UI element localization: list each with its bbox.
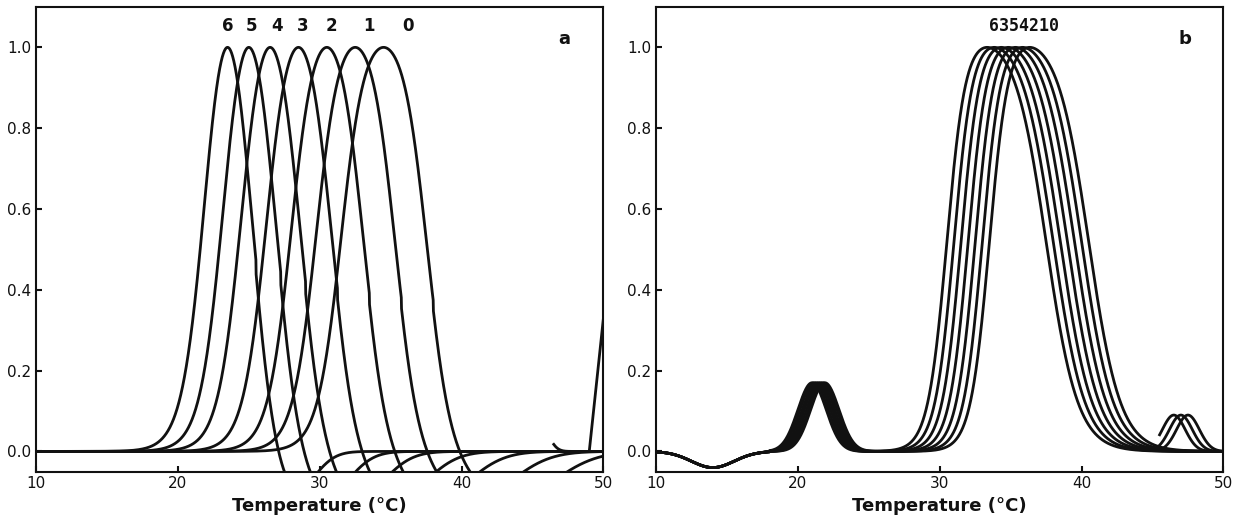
Text: 2: 2 <box>325 17 337 35</box>
Text: 6: 6 <box>222 17 233 35</box>
Text: b: b <box>1178 30 1190 48</box>
Text: 6354210: 6354210 <box>990 17 1059 35</box>
Text: 1: 1 <box>363 17 376 35</box>
Text: 3: 3 <box>296 17 309 35</box>
Text: 5: 5 <box>246 17 258 35</box>
Text: 4: 4 <box>272 17 283 35</box>
Text: 0: 0 <box>402 17 413 35</box>
X-axis label: Temperature (°C): Temperature (°C) <box>852 497 1027 515</box>
Text: a: a <box>558 30 570 48</box>
X-axis label: Temperature (°C): Temperature (°C) <box>232 497 407 515</box>
